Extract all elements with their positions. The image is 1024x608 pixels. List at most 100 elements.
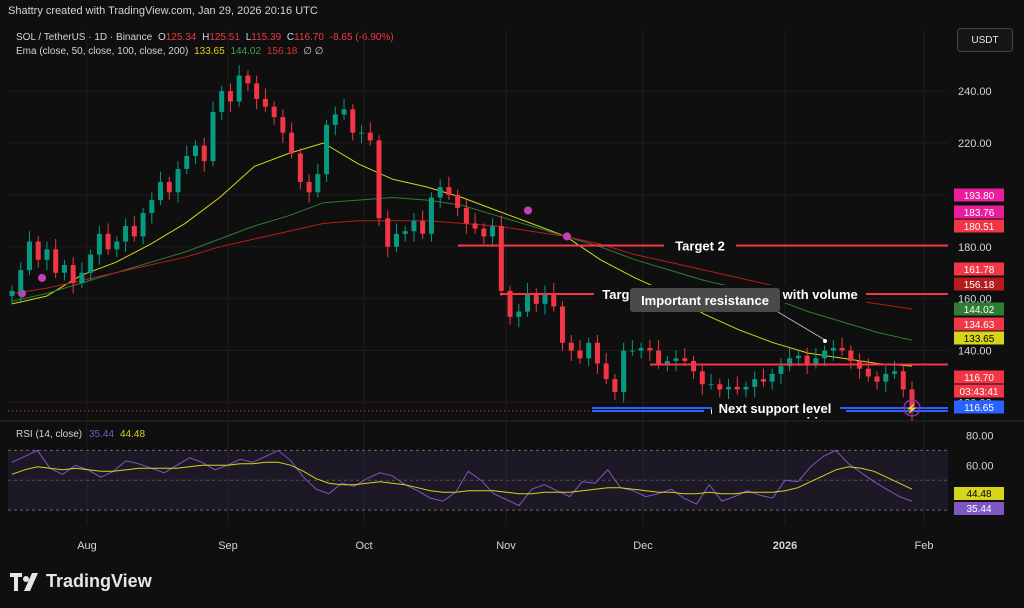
candle-body — [472, 223, 478, 229]
candle-body — [385, 218, 391, 247]
resistance-pointer — [777, 311, 826, 341]
candle-body — [490, 226, 496, 237]
alert-icon — [903, 399, 921, 417]
ema-legend[interactable]: Ema (close, 50, close, 100, close, 200) … — [16, 46, 323, 57]
candle-body — [673, 358, 679, 361]
candle-body — [551, 293, 557, 307]
candle-body — [428, 197, 434, 234]
candle-body — [656, 350, 662, 364]
rsi-ma-line — [11, 461, 913, 495]
symbol-legend[interactable]: SOL / TetherUS · 1D · Binance O125.34 H1… — [16, 32, 394, 43]
price-tick-label: 180.00 — [958, 242, 992, 254]
candle-body — [131, 226, 137, 237]
candle-body — [114, 241, 120, 250]
price-label-text: 156.18 — [964, 280, 995, 291]
candle-body — [9, 290, 15, 297]
candle-body — [813, 358, 819, 364]
price-label-box — [954, 384, 1004, 398]
candle-body — [516, 311, 522, 317]
candle-body — [717, 384, 723, 390]
candle-body — [350, 109, 356, 133]
candle-body — [393, 233, 399, 247]
candle-body — [865, 368, 871, 377]
candle-body — [341, 109, 347, 115]
ema-extra-value: ∅ ∅ — [303, 46, 324, 57]
price-label-box — [954, 219, 1004, 233]
signal-dot — [524, 206, 532, 215]
candle-body — [359, 132, 365, 134]
candle-body — [760, 379, 766, 382]
price-labels: 193.80 183.76 180.51 161.78 156.18 144.02 134.… — [954, 188, 1004, 414]
ema200-value: 156.18 — [266, 46, 298, 57]
candle-body — [420, 220, 426, 234]
rsi-tick-label: 80.00 — [966, 430, 994, 442]
candle-body — [254, 83, 260, 99]
price-tick-label: 240.00 — [958, 86, 992, 98]
rsi-ma-legend-value: 44.48 — [120, 429, 145, 440]
candle-body — [455, 194, 461, 208]
candle-body — [332, 114, 338, 125]
candle-body — [227, 91, 233, 102]
low-value: 115.39 — [251, 32, 282, 43]
symbol-name[interactable]: SOL / TetherUS · 1D · Binance — [16, 32, 153, 43]
price-label-text: 161.78 — [964, 265, 995, 276]
candle-body — [559, 306, 565, 343]
chart-credit: Shattry created with TradingView.com, Ja… — [8, 5, 318, 17]
candle-body — [647, 347, 653, 351]
candle-body — [105, 233, 111, 250]
candle-body — [96, 233, 102, 255]
candle-body — [411, 220, 417, 232]
ema-label[interactable]: Ema (close, 50, close, 100, close, 200) — [16, 46, 189, 57]
candle-body — [682, 358, 688, 361]
price-tick-label: 140.00 — [958, 346, 992, 358]
candle-body — [900, 371, 906, 390]
close-value: 116.70 — [294, 32, 324, 43]
currency-button[interactable]: USDT — [957, 28, 1013, 52]
candle-body — [289, 132, 295, 154]
next-support-label: Next support level — [719, 401, 832, 416]
price-label-text: 133.65 — [964, 334, 995, 345]
candle-body — [822, 350, 828, 359]
rsi-title: RSI (14, close) — [16, 429, 82, 440]
time-tick-label: Dec — [633, 540, 653, 552]
candle-body — [280, 117, 286, 133]
candle-body — [402, 231, 408, 234]
change-value: -8.65 (-6.90%) — [329, 32, 394, 43]
candle-body — [166, 181, 172, 193]
tradingview-footer[interactable]: TradingView — [10, 571, 152, 592]
rsi-ma-label-box — [954, 487, 1004, 500]
candle-body — [664, 360, 670, 364]
ema100-value: 144.02 — [230, 46, 262, 57]
resistance-callout-bg — [630, 288, 780, 312]
candle-body — [236, 75, 242, 102]
candle-body — [743, 386, 749, 390]
price-label-text: 183.76 — [964, 208, 995, 219]
signal-dot — [18, 289, 26, 298]
price-label-box — [954, 331, 1004, 345]
candle-body — [533, 293, 539, 304]
candle-body — [123, 226, 129, 242]
candle-body — [874, 376, 880, 382]
candle-body — [734, 386, 740, 390]
ema50-value: 133.65 — [194, 46, 225, 57]
rsi-ma-label-text: 44.48 — [966, 489, 991, 500]
candle-body — [778, 366, 784, 374]
candle-body — [88, 254, 94, 273]
candle-body — [463, 207, 469, 224]
time-tick-label: Sep — [218, 540, 238, 552]
candle-body — [18, 270, 24, 291]
candle-body — [149, 200, 155, 214]
price-label-text: 193.80 — [964, 191, 995, 202]
candle-body — [621, 350, 627, 393]
high-label: H — [202, 32, 210, 43]
candle-body — [708, 384, 714, 386]
price-label-text: 03:43:41 — [960, 387, 999, 398]
candle-body — [839, 347, 845, 351]
candle-body — [367, 132, 373, 141]
candle-body — [586, 342, 592, 359]
price-label-text: 134.63 — [964, 320, 995, 331]
candle-body — [752, 379, 758, 387]
price-label-box — [954, 262, 1004, 276]
